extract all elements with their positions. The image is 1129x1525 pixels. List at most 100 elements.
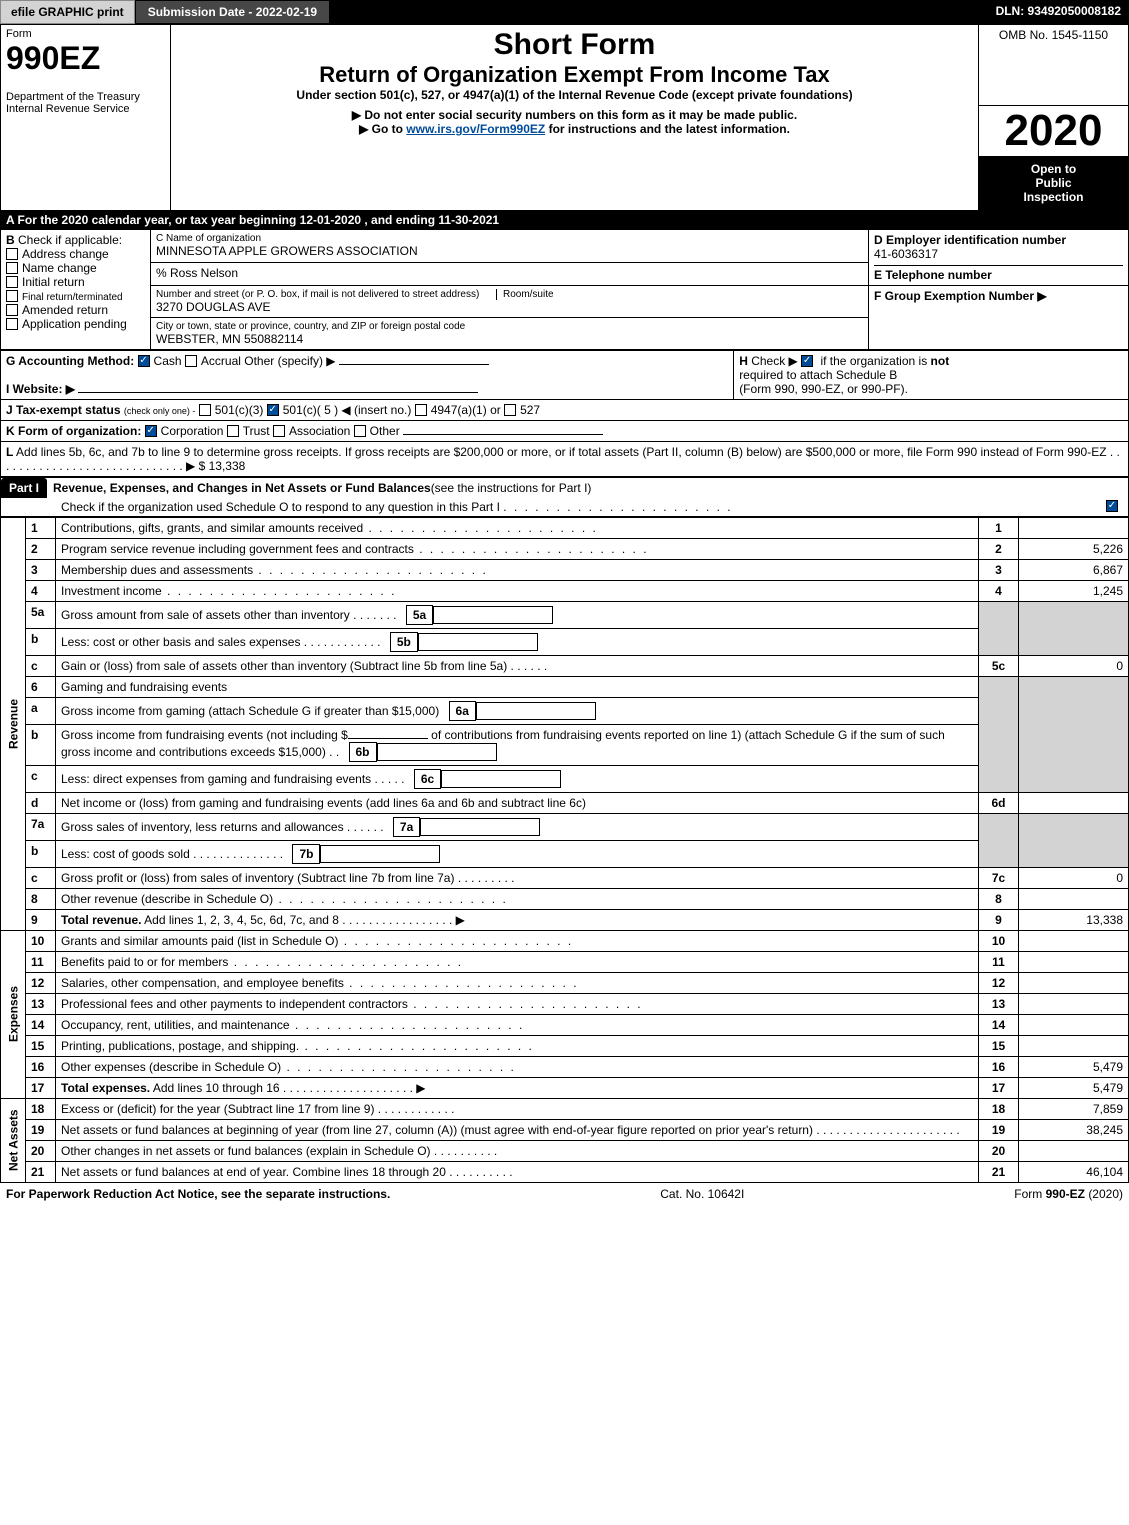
line-18-amt: 7,859 <box>1019 1098 1129 1119</box>
501c3-checkbox[interactable] <box>199 404 211 416</box>
line-20-desc: Other changes in net assets or fund bala… <box>56 1140 979 1161</box>
line-21-amt: 46,104 <box>1019 1161 1129 1182</box>
line-15-desc: Printing, publications, postage, and shi… <box>56 1035 979 1056</box>
other-specify-input[interactable] <box>339 364 489 365</box>
final-return-label: Final return/terminated <box>22 292 123 303</box>
short-form-title: Short Form <box>176 28 973 62</box>
assoc-checkbox[interactable] <box>273 425 285 437</box>
gray-7ab-val <box>1019 813 1129 867</box>
line-21-box: 21 <box>979 1161 1019 1182</box>
line-3-num: 3 <box>26 559 56 580</box>
line-16-desc: Other expenses (describe in Schedule O) <box>56 1056 979 1077</box>
irs-form-link[interactable]: www.irs.gov/Form990EZ <box>406 122 545 136</box>
line-5b-input[interactable] <box>418 633 538 651</box>
line-6c-inline-box: 6c <box>414 769 441 789</box>
trust-label: Trust <box>243 424 270 438</box>
line-13-amt <box>1019 993 1129 1014</box>
line-8-box: 8 <box>979 888 1019 909</box>
footer-right: Form 990-EZ (2020) <box>1014 1187 1123 1201</box>
line-5b-desc: Less: cost or other basis and sales expe… <box>56 628 979 655</box>
trust-checkbox[interactable] <box>227 425 239 437</box>
line-10-desc: Grants and similar amounts paid (list in… <box>56 930 979 951</box>
line-15-num: 15 <box>26 1035 56 1056</box>
efile-print-button[interactable]: efile GRAPHIC print <box>0 0 135 24</box>
gray-5ab <box>979 601 1019 655</box>
line-5a-num: 5a <box>26 601 56 628</box>
footer-center: Cat. No. 10642I <box>660 1187 744 1201</box>
line-9-desc: Total revenue. Add lines 1, 2, 3, 4, 5c,… <box>56 909 979 930</box>
form-number: 990EZ <box>6 40 165 77</box>
section-a-bar: A For the 2020 calendar year, or tax yea… <box>0 211 1129 229</box>
net-assets-side-label: Net Assets <box>1 1098 26 1182</box>
final-return-checkbox[interactable] <box>6 290 18 302</box>
501c3-label: 501(c)(3) <box>215 403 264 417</box>
accrual-checkbox[interactable] <box>185 355 197 367</box>
line-6c-input[interactable] <box>441 770 561 788</box>
schedule-b-checkbox[interactable]: ✓ <box>801 355 813 367</box>
line-4-num: 4 <box>26 580 56 601</box>
line-5b-num: b <box>26 628 56 655</box>
other-org-input[interactable] <box>403 434 603 435</box>
line-11-box: 11 <box>979 951 1019 972</box>
line-5a-input[interactable] <box>433 606 553 624</box>
line-12-num: 12 <box>26 972 56 993</box>
4947-checkbox[interactable] <box>415 404 427 416</box>
line-2-desc: Program service revenue including govern… <box>56 538 979 559</box>
501c-label: 501(c)( 5 ) ◀ (insert no.) <box>283 403 412 417</box>
line-18-box: 18 <box>979 1098 1019 1119</box>
part1-title: Revenue, Expenses, and Changes in Net As… <box>53 481 431 495</box>
room-label: Room/suite <box>496 289 554 300</box>
section-c-label: C Name of organization <box>156 233 863 244</box>
line-6-num: 6 <box>26 676 56 697</box>
line-15-box: 15 <box>979 1035 1019 1056</box>
line-6b-contrib-input[interactable] <box>348 738 428 739</box>
initial-return-checkbox[interactable] <box>6 276 18 288</box>
line-11-desc: Benefits paid to or for members <box>56 951 979 972</box>
line-12-desc: Salaries, other compensation, and employ… <box>56 972 979 993</box>
line-7a-input[interactable] <box>420 818 540 836</box>
line-6a-num: a <box>26 697 56 724</box>
line-19-amt: 38,245 <box>1019 1119 1129 1140</box>
website-input[interactable] <box>78 392 478 393</box>
amended-return-checkbox[interactable] <box>6 304 18 316</box>
h-text3: required to attach Schedule B <box>739 368 897 382</box>
line-6b-input[interactable] <box>377 743 497 761</box>
line-14-amt <box>1019 1014 1129 1035</box>
line-1-num: 1 <box>26 517 56 538</box>
street-value: 3270 DOUGLAS AVE <box>156 300 863 314</box>
line-7c-amt: 0 <box>1019 867 1129 888</box>
section-g-label: G Accounting Method: <box>6 354 134 368</box>
address-change-checkbox[interactable] <box>6 248 18 260</box>
dln-label: DLN: 93492050008182 <box>988 0 1129 24</box>
line-6d-amt <box>1019 792 1129 813</box>
line-7b-input[interactable] <box>320 845 440 863</box>
line-2-num: 2 <box>26 538 56 559</box>
name-change-checkbox[interactable] <box>6 262 18 274</box>
line-6d-desc: Net income or (loss) from gaming and fun… <box>56 792 979 813</box>
cash-checkbox[interactable]: ✓ <box>138 355 150 367</box>
application-pending-checkbox[interactable] <box>6 318 18 330</box>
other-org-label: Other <box>370 424 400 438</box>
line-13-num: 13 <box>26 993 56 1014</box>
501c-checkbox[interactable]: ✓ <box>267 404 279 416</box>
line-21-num: 21 <box>26 1161 56 1182</box>
527-checkbox[interactable] <box>504 404 516 416</box>
subtitle: Under section 501(c), 527, or 4947(a)(1)… <box>176 88 973 102</box>
schedule-o-checkbox[interactable]: ✓ <box>1106 500 1118 512</box>
527-label: 527 <box>520 403 540 417</box>
part1-header: Part I Revenue, Expenses, and Changes in… <box>0 477 1129 517</box>
other-org-checkbox[interactable] <box>354 425 366 437</box>
line-5a-desc: Gross amount from sale of assets other t… <box>56 601 979 628</box>
other-specify-label: Other (specify) ▶ <box>244 354 335 368</box>
line-4-desc: Investment income <box>56 580 979 601</box>
line-20-box: 20 <box>979 1140 1019 1161</box>
line-6-desc: Gaming and fundraising events <box>56 676 979 697</box>
line-17-box: 17 <box>979 1077 1019 1098</box>
line-5a-inline-box: 5a <box>406 605 433 625</box>
line-11-num: 11 <box>26 951 56 972</box>
corp-checkbox[interactable]: ✓ <box>145 425 157 437</box>
dept-label: Department of the Treasury <box>6 91 165 103</box>
city-label: City or town, state or province, country… <box>156 321 863 332</box>
address-change-label: Address change <box>22 247 109 261</box>
line-6a-input[interactable] <box>476 702 596 720</box>
